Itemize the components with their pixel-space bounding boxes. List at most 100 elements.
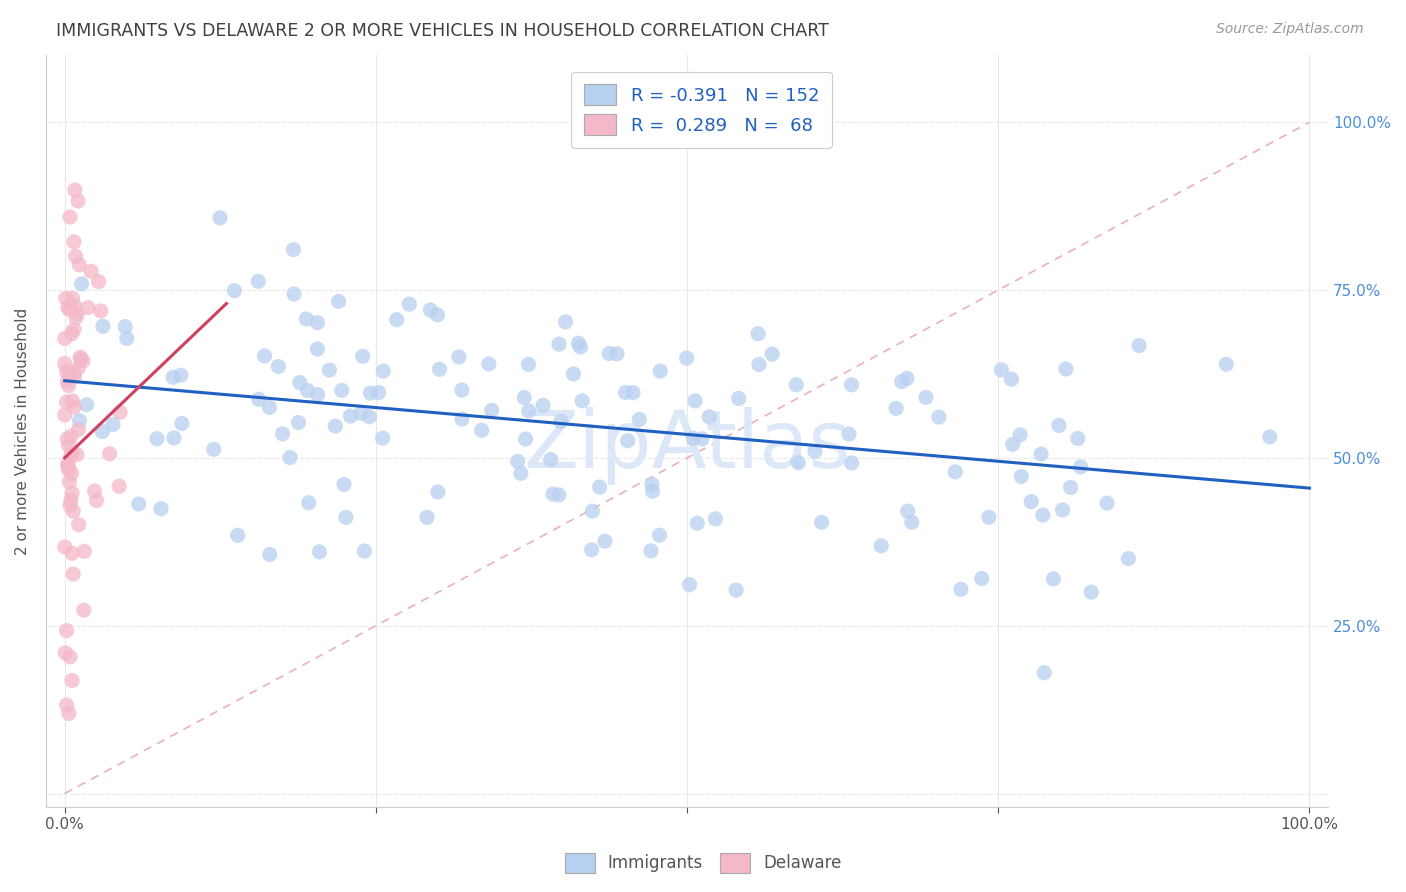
Point [60, 429, 83, 443]
Point [571, 393, 593, 408]
Point [115, 331, 138, 345]
Point [91, 319, 114, 334]
Point [67, 423, 90, 437]
Point [385, 312, 408, 326]
Point [63, 322, 86, 336]
Point [101, 417, 124, 432]
Point [350, 406, 373, 420]
Point [1052, 503, 1074, 517]
Point [59, 649, 82, 664]
Point [569, 340, 592, 354]
Point [748, 358, 770, 372]
Y-axis label: 2 or more Vehicles in Household: 2 or more Vehicles in Household [15, 308, 30, 555]
Point [541, 487, 564, 501]
Point [55, 698, 77, 713]
Point [841, 456, 863, 470]
Point [259, 548, 281, 562]
Point [60, 447, 83, 461]
Point [60, 673, 83, 688]
Point [1019, 494, 1042, 508]
Point [325, 419, 347, 434]
Point [59, 210, 82, 224]
Point [59, 499, 82, 513]
Point [509, 467, 531, 481]
Point [87, 275, 110, 289]
Point [56, 432, 79, 446]
Point [170, 417, 193, 431]
Point [419, 303, 441, 318]
Point [641, 477, 664, 491]
Point [650, 364, 672, 378]
Point [353, 544, 375, 558]
Point [247, 392, 270, 407]
Point [55, 624, 77, 638]
Point [83, 483, 105, 498]
Point [114, 319, 136, 334]
Point [77, 301, 100, 315]
Point [1054, 362, 1077, 376]
Point [307, 387, 329, 401]
Point [72, 354, 94, 368]
Point [76, 398, 98, 412]
Point [146, 432, 169, 446]
Point [915, 391, 938, 405]
Point [977, 510, 1000, 524]
Point [295, 312, 318, 326]
Point [128, 497, 150, 511]
Point [69, 350, 91, 364]
Point [1010, 469, 1032, 483]
Point [283, 243, 305, 257]
Point [65, 249, 87, 263]
Point [1067, 431, 1090, 445]
Point [56, 300, 79, 314]
Point [682, 431, 704, 445]
Point [471, 423, 494, 437]
Point [1215, 357, 1237, 371]
Point [478, 357, 501, 371]
Point [58, 462, 80, 476]
Point [330, 384, 353, 398]
Point [697, 409, 720, 424]
Point [416, 510, 439, 524]
Point [53, 408, 76, 422]
Point [318, 363, 340, 377]
Point [91, 425, 114, 439]
Point [481, 403, 503, 417]
Point [841, 377, 863, 392]
Point [1001, 437, 1024, 451]
Text: IMMIGRANTS VS DELAWARE 2 OR MORE VEHICLES IN HOUSEHOLD CORRELATION CHART: IMMIGRANTS VS DELAWARE 2 OR MORE VEHICLE… [56, 22, 830, 40]
Point [1042, 572, 1064, 586]
Point [63, 369, 86, 384]
Point [675, 351, 697, 365]
Point [949, 582, 972, 597]
Point [567, 336, 589, 351]
Point [58, 378, 80, 392]
Point [1010, 427, 1032, 442]
Point [108, 479, 131, 493]
Point [271, 426, 294, 441]
Point [335, 510, 357, 524]
Point [62, 291, 84, 305]
Point [65, 310, 87, 325]
Point [513, 391, 536, 405]
Point [73, 544, 96, 558]
Point [58, 302, 80, 317]
Point [224, 284, 246, 298]
Point [547, 488, 569, 502]
Point [55, 365, 77, 379]
Point [928, 410, 950, 425]
Point [149, 501, 172, 516]
Point [1080, 585, 1102, 599]
Point [785, 377, 807, 392]
Point [747, 326, 769, 341]
Point [288, 376, 311, 390]
Point [870, 539, 893, 553]
Point [725, 583, 748, 598]
Point [69, 352, 91, 367]
Point [53, 331, 76, 345]
Point [63, 235, 86, 249]
Point [90, 304, 112, 318]
Point [970, 572, 993, 586]
Point [641, 484, 664, 499]
Point [307, 342, 329, 356]
